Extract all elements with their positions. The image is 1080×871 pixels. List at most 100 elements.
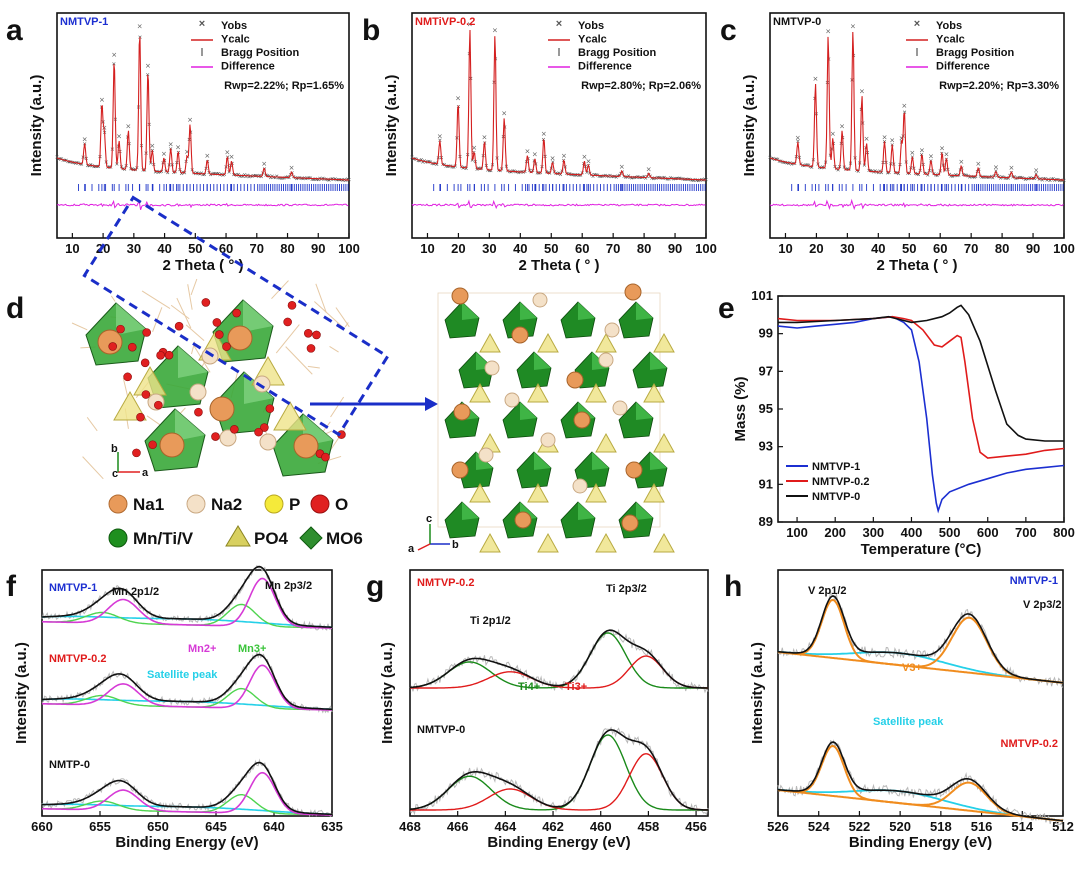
yobs-peak-mark: ×	[184, 148, 190, 156]
oxygen-atom	[164, 350, 174, 360]
x-axis-label: Temperature (°C)	[861, 541, 982, 558]
yobs-peak-mark: ×	[229, 153, 235, 161]
na2-atom	[504, 392, 520, 408]
envelope-fit	[41, 761, 332, 816]
x-tick-label: 40	[157, 241, 171, 256]
difference-series	[411, 199, 706, 210]
legend-label: Bragg Position	[578, 47, 657, 59]
yobs-peak-mark: ×	[561, 152, 567, 160]
svg-text:c: c	[112, 468, 118, 480]
x-tick-label: 526	[767, 819, 789, 834]
bond-line	[307, 365, 320, 369]
bond-line	[185, 324, 205, 341]
x-tick-label: 645	[205, 819, 227, 834]
po4-tetrahedron-icon	[469, 482, 491, 503]
axis-triad-right: b c a	[408, 513, 459, 555]
panel-letter-f: f	[6, 570, 17, 603]
difference-series	[56, 199, 349, 210]
x-tick-label: 700	[1015, 525, 1037, 540]
na1-atom	[573, 411, 591, 429]
x-tick-label: 90	[311, 241, 325, 256]
legend-label: Yobs	[578, 20, 604, 32]
po4-tetrahedron-icon	[527, 382, 549, 403]
y-axis-label: Intensity (a.u.)	[383, 75, 400, 177]
na1-atom	[621, 514, 639, 532]
plot-frame	[411, 12, 707, 239]
xps-ti-panel: 468 466 464 462 460 458 456 Binding Energy (eV)…	[379, 569, 709, 851]
x-axis-label: 2 Theta ( ° )	[162, 257, 243, 274]
mo6-octahedron-face	[650, 352, 667, 370]
yobs-peak-mark: ×	[901, 102, 907, 110]
plot-frame	[56, 12, 350, 239]
bragg-positions	[791, 184, 1064, 191]
oxygen-atom	[154, 400, 163, 410]
bond-line	[335, 307, 350, 328]
na2-atom	[219, 429, 237, 447]
tga-series-line	[778, 304, 1064, 442]
panel-letter-a: a	[6, 14, 23, 47]
oxygen-atom	[321, 452, 330, 462]
y-tick-label: 101	[751, 288, 773, 303]
x-tick-label: 655	[89, 819, 111, 834]
svg-text:a: a	[142, 467, 149, 479]
panel-letter-d: d	[6, 292, 24, 325]
bond-line	[344, 322, 349, 328]
x-tick-label: 635	[321, 819, 343, 834]
legend-label: Ycalc	[936, 34, 965, 46]
oxygen-atom	[148, 440, 157, 450]
x-tick-label: 60	[575, 241, 589, 256]
key-na2: Na2	[211, 495, 242, 514]
oxygen-atom	[136, 412, 145, 422]
x-tick-label: 516	[971, 819, 993, 834]
yobs-peak-mark: ×	[187, 116, 193, 124]
x-tick-label: 468	[399, 819, 421, 834]
yobs-peak-mark: ×	[864, 135, 870, 143]
yobs-peak-mark: ×	[1033, 167, 1039, 175]
ycalc-series	[411, 29, 706, 181]
y-tick-label: 95	[759, 401, 773, 416]
po4-swatch-icon	[225, 525, 251, 547]
yobs-peak-mark: ×	[175, 144, 181, 152]
yobs-peak-mark: ×	[899, 134, 905, 142]
po4-tetrahedron-icon	[113, 390, 147, 421]
xrd-panel-c: 10 20 30 40 50 60 70 80 90 100 2 Theta ( ° ) Intens…	[741, 12, 1075, 274]
na1-atom	[451, 287, 469, 305]
na1-atom	[566, 371, 584, 389]
oxygen-atom	[230, 425, 239, 434]
fit-quality-annotation: Rwp=2.22%; Rp=1.65%	[224, 80, 344, 92]
x-axis-label: 2 Theta ( ° )	[518, 257, 599, 274]
na2-atom	[540, 432, 556, 448]
po4-tetrahedron-icon	[595, 532, 617, 553]
tga-panel: 100 200 300 400 500 600 700 800 89 91 93 95 97 99 101 T…	[732, 288, 1075, 558]
yobs-peak-mark: ×	[813, 75, 819, 83]
svg-text:b: b	[452, 539, 459, 551]
x-tick-label: 200	[824, 525, 846, 540]
x-tick-label: 10	[778, 241, 792, 256]
xps-mn-panel: 660 655 650 645 640 635 Binding Energy (eV) Int…	[13, 564, 343, 851]
yobs-peak-mark: ×	[168, 140, 174, 148]
na2-atom	[253, 375, 271, 393]
yobs-peak-mark: ×	[993, 164, 999, 172]
po4-tetrahedron-icon	[537, 332, 559, 353]
yobs-peak-mark: ×	[82, 135, 88, 143]
na2-atom	[201, 347, 219, 365]
series-label-2: NMTVP-0.2	[1001, 738, 1058, 750]
mo6-octahedron-face	[520, 402, 537, 420]
x-tick-label: 30	[127, 241, 141, 256]
bond-line	[187, 284, 193, 310]
oxygen-atom	[116, 324, 125, 334]
plot-frame	[777, 295, 1065, 523]
panel-letter-c: c	[720, 14, 737, 47]
axis-triad-left: a b c	[111, 443, 149, 480]
metal-swatch-icon	[108, 528, 128, 548]
raw-data	[409, 628, 709, 694]
bond-line	[110, 295, 116, 302]
plot-frame	[777, 569, 1064, 817]
na1-atom	[625, 461, 643, 479]
yobs-peak-mark: ×	[939, 145, 945, 153]
yobs-peak-mark: ×	[289, 164, 295, 172]
x-tick-label: 640	[263, 819, 285, 834]
oxygen-atom	[312, 330, 321, 340]
x-tick-label: 50	[188, 241, 202, 256]
oxygen-atom	[174, 321, 184, 331]
